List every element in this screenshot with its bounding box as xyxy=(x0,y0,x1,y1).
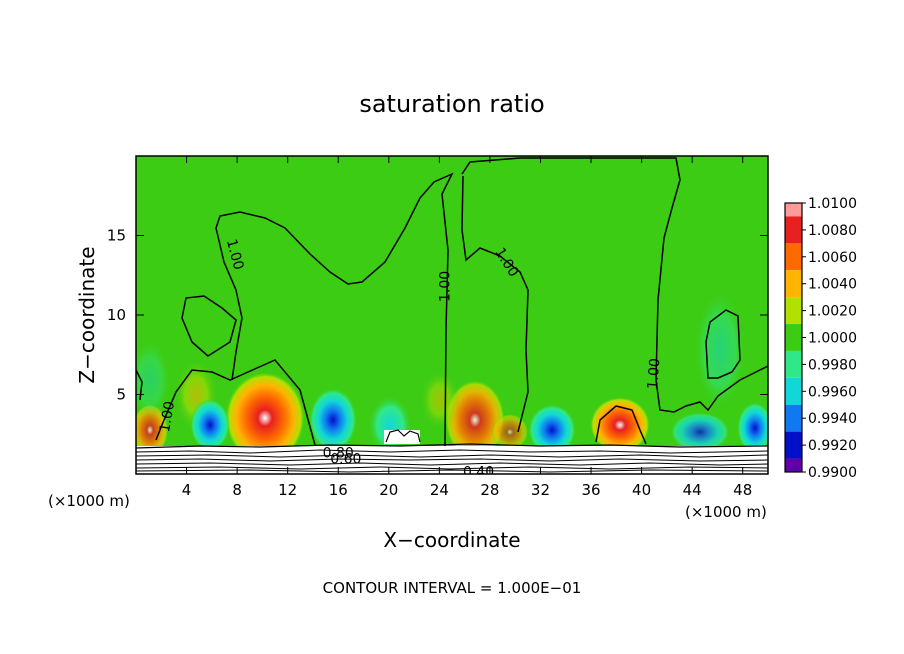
colorbar-label: 1.0100 xyxy=(808,196,857,212)
contour-label: 1.00 xyxy=(223,237,247,271)
colorbar: 1.0100 1.0080 1.0060 1.0040 1.0020 1.0000 0.99… xyxy=(784,196,857,481)
contour-label: 1.00 xyxy=(157,400,178,433)
colorbar-label: 1.0060 xyxy=(808,250,857,266)
x-tick-label: 16 xyxy=(329,481,348,499)
y-axis: 5 10 15 xyxy=(107,227,768,404)
contour-label: 0.40 xyxy=(463,464,494,480)
colorbar-swatch xyxy=(785,297,802,325)
colorbar-swatch xyxy=(785,216,802,244)
colorbar-swatch xyxy=(785,431,802,459)
colorbar-label: 1.0020 xyxy=(808,304,857,320)
colorbar-label: 1.0000 xyxy=(808,331,857,347)
colorbar-label: 0.9920 xyxy=(808,438,857,454)
x-tick-label: 20 xyxy=(379,481,398,499)
colorbar-swatch xyxy=(785,377,802,405)
x-tick-label: 24 xyxy=(430,481,449,499)
x-tick-label: 40 xyxy=(632,481,651,499)
contour-label: 0.60 xyxy=(330,452,361,468)
y-tick-label: 10 xyxy=(107,306,126,324)
colorbar-label: 1.0040 xyxy=(808,277,857,293)
x-unit-right: (×1000 m) xyxy=(685,503,767,521)
colorbar-label: 0.9940 xyxy=(808,411,857,427)
colorbar-swatch xyxy=(785,270,802,298)
x-tick-label: 8 xyxy=(232,481,242,499)
colorbar-swatch xyxy=(785,404,802,432)
y-tick-label: 15 xyxy=(107,227,126,245)
contour-label: 0.80 xyxy=(323,445,354,461)
colorbar-swatch xyxy=(785,203,802,217)
x-tick-label: 12 xyxy=(278,481,297,499)
x-tick-label: 32 xyxy=(531,481,550,499)
x-tick-label: 4 xyxy=(182,481,192,499)
x-axis-label: X−coordinate xyxy=(383,528,520,552)
contour-label: 1.00 xyxy=(645,358,664,390)
colorbar-label: 0.9900 xyxy=(808,465,857,481)
y-axis-label: Z−coordinate xyxy=(75,246,99,383)
colorbar-label: 0.9980 xyxy=(808,357,857,373)
x-tick-label: 28 xyxy=(480,481,499,499)
contour-label: 1.00 xyxy=(438,271,454,302)
x-axis: 4 8 12 16 20 24 28 32 36 40 44 48 xyxy=(182,156,752,499)
x-tick-label: 44 xyxy=(683,481,702,499)
lower-contour-region xyxy=(136,429,768,474)
contour-lines xyxy=(136,157,768,447)
contour-labels: 1.001.001.001.001.000.800.600.40 xyxy=(157,237,664,480)
y-tick-label: 5 xyxy=(116,386,126,404)
colorbar-swatch xyxy=(785,243,802,271)
colorbar-swatch xyxy=(785,350,802,378)
x-tick-label: 36 xyxy=(581,481,600,499)
colorbar-swatch xyxy=(785,458,802,472)
plot-area: 1.001.001.001.001.000.800.600.40 xyxy=(136,156,768,480)
x-unit-left: (×1000 m) xyxy=(48,492,130,510)
chart-title: saturation ratio xyxy=(359,90,544,118)
contour-interval-note: CONTOUR INTERVAL = 1.000E−01 xyxy=(323,579,582,597)
x-tick-label: 48 xyxy=(733,481,752,499)
colorbar-swatch xyxy=(785,324,802,351)
colorbar-label: 0.9960 xyxy=(808,384,857,400)
colorbar-label: 1.0080 xyxy=(808,223,857,239)
